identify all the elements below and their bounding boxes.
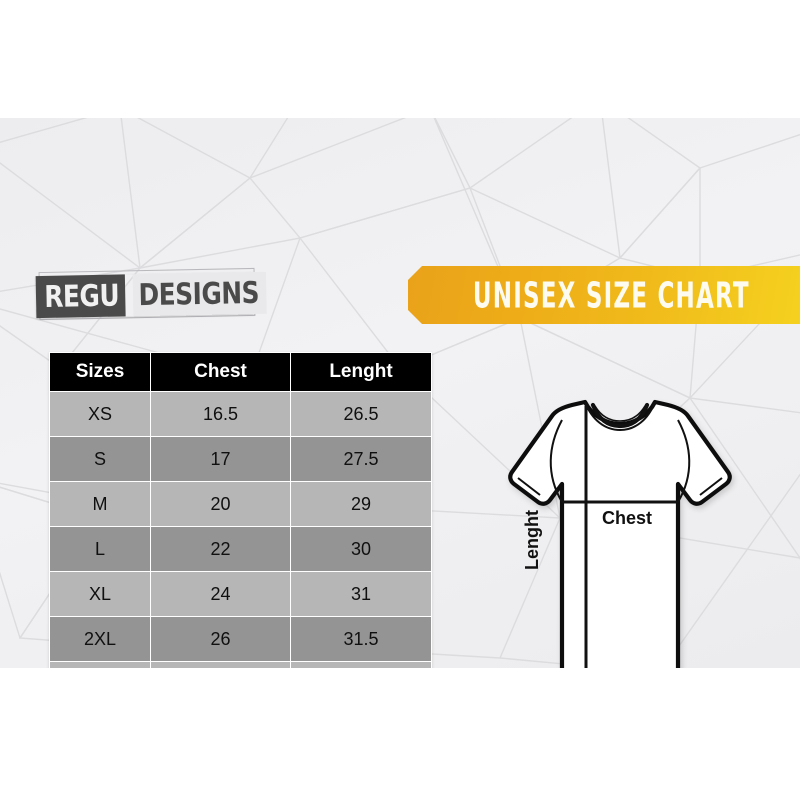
tshirt-svg bbox=[508, 399, 732, 668]
size-chart-table: Sizes Chest Lenght XS 16.5 26.5 S 17 27.… bbox=[49, 352, 432, 668]
cell-length: 29 bbox=[290, 481, 432, 527]
cell-chest: 20 bbox=[150, 481, 291, 527]
column-header-chest: Chest bbox=[150, 352, 291, 392]
table-row: XL 24 31 bbox=[49, 571, 432, 617]
tshirt-left-sleeve-seam bbox=[549, 419, 563, 503]
cell-length: 31.5 bbox=[290, 616, 432, 662]
table-header: Sizes Chest Lenght bbox=[49, 352, 432, 392]
logo-inner: REGU DESIGNS bbox=[35, 271, 268, 319]
logo-text-regu: REGU bbox=[35, 274, 126, 319]
column-header-length: Lenght bbox=[290, 352, 432, 392]
cell-length: 27.5 bbox=[290, 436, 432, 482]
cell-size: M bbox=[49, 481, 151, 527]
chest-measure-label: Chest bbox=[602, 508, 653, 528]
table-row: S 17 27.5 bbox=[49, 436, 432, 482]
tshirt-body-outline bbox=[508, 399, 732, 668]
table-row: L 22 30 bbox=[49, 526, 432, 572]
logo-text-designs: DESIGNS bbox=[132, 271, 268, 317]
column-header-sizes: Sizes bbox=[49, 352, 151, 392]
cell-chest: 24 bbox=[150, 571, 291, 617]
tshirt-right-sleeve-seam bbox=[677, 419, 691, 503]
cell-chest: 22 bbox=[150, 526, 291, 572]
table-row: 3XL 28 32 bbox=[49, 661, 432, 668]
table-header-row: Sizes Chest Lenght bbox=[49, 352, 432, 392]
brand-logo: REGU DESIGNS bbox=[35, 266, 268, 324]
tshirt-left-cuff bbox=[517, 477, 541, 496]
cell-size: S bbox=[49, 436, 151, 482]
cell-size: 3XL bbox=[49, 661, 151, 668]
banner-title: UNISEX SIZE CHART bbox=[472, 273, 750, 317]
cell-size: 2XL bbox=[49, 616, 151, 662]
cell-length: 30 bbox=[290, 526, 432, 572]
table-row: M 20 29 bbox=[49, 481, 432, 527]
cell-size: L bbox=[49, 526, 151, 572]
table-body: XS 16.5 26.5 S 17 27.5 M 20 29 L 22 bbox=[49, 391, 432, 668]
cell-size: XS bbox=[49, 391, 151, 437]
table-row: 2XL 26 31.5 bbox=[49, 616, 432, 662]
cell-chest: 26 bbox=[150, 616, 291, 662]
length-measure-label: Lenght bbox=[522, 510, 542, 570]
cell-length: 31 bbox=[290, 571, 432, 617]
tshirt-collar-inner-line bbox=[594, 405, 646, 422]
tshirt-collar-outer bbox=[584, 401, 656, 432]
size-chart-card: REGU DESIGNS UNISEX SIZE CHART Sizes Che… bbox=[0, 118, 800, 668]
tshirt-collar-rib bbox=[590, 402, 650, 429]
title-banner: UNISEX SIZE CHART bbox=[408, 266, 800, 324]
cell-size: XL bbox=[49, 571, 151, 617]
cell-chest: 28 bbox=[150, 661, 291, 668]
table-row: XS 16.5 26.5 bbox=[49, 391, 432, 437]
tshirt-right-cuff bbox=[699, 477, 723, 496]
tshirt-illustration: Chest Lenght bbox=[452, 380, 762, 668]
cell-length: 26.5 bbox=[290, 391, 432, 437]
cell-chest: 17 bbox=[150, 436, 291, 482]
cell-chest: 16.5 bbox=[150, 391, 291, 437]
cell-length: 32 bbox=[290, 661, 432, 668]
